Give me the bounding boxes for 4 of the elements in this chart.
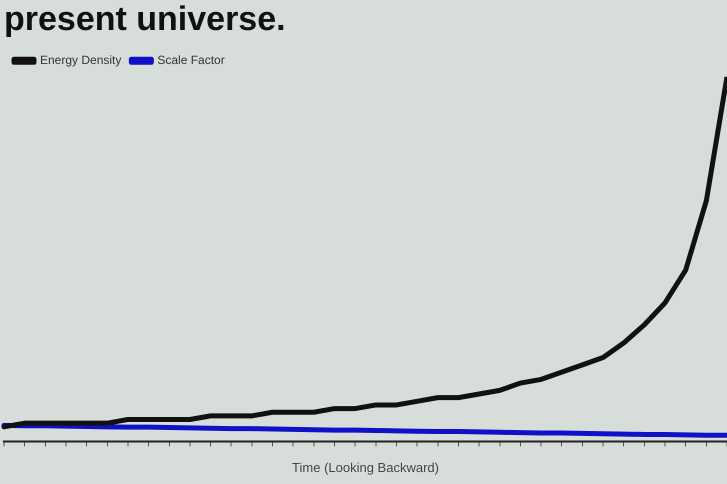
chart-title: present universe.	[4, 0, 286, 38]
legend-label: Energy Density	[40, 53, 122, 68]
legend-label: Scale Factor	[157, 53, 225, 68]
x-axis-title: Time (Looking Backward)	[292, 460, 439, 475]
